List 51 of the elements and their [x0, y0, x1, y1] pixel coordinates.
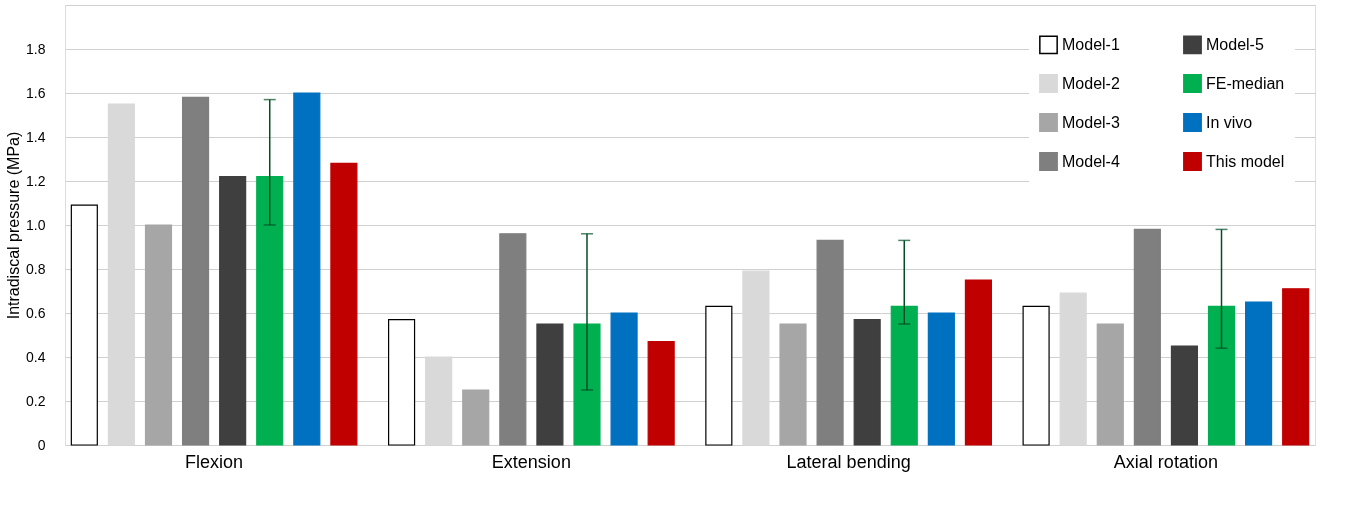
legend-label: This model — [1206, 152, 1285, 170]
y-tick-label: 0 — [37, 436, 46, 453]
bar — [1282, 288, 1310, 446]
legend-label: Model-1 — [1062, 35, 1120, 53]
legend-label: In vivo — [1206, 113, 1253, 131]
bar — [1096, 323, 1124, 446]
bar — [816, 239, 844, 446]
x-tick-label: Extension — [491, 451, 571, 472]
bar — [705, 305, 733, 446]
bar — [927, 312, 955, 446]
bar — [1207, 305, 1236, 446]
legend-label: Model-2 — [1062, 74, 1120, 92]
y-tick-label: 0.6 — [26, 304, 46, 321]
legend-label: FE-median — [1206, 74, 1285, 92]
x-tick-label: Axial rotation — [1113, 451, 1218, 472]
bar — [181, 96, 210, 446]
legend-label: Model-4 — [1062, 152, 1120, 170]
bar — [647, 341, 675, 446]
bar — [256, 176, 284, 446]
y-tick-label: 0.4 — [26, 348, 46, 365]
x-tick-label: Flexion — [185, 451, 244, 472]
bar — [573, 323, 601, 446]
bar — [610, 312, 638, 446]
bar — [293, 92, 321, 446]
bar — [330, 162, 358, 446]
legend-label: Model-5 — [1206, 35, 1264, 53]
bar — [536, 323, 564, 446]
legend-label: Model-3 — [1062, 113, 1120, 131]
y-tick-label: 1.0 — [26, 216, 46, 233]
y-tick-label: 0.2 — [26, 392, 46, 409]
bar — [1133, 228, 1161, 446]
y-tick-label: 0.8 — [26, 260, 46, 277]
bar — [499, 233, 527, 446]
bar — [388, 319, 416, 446]
bar — [219, 176, 247, 446]
bar — [70, 204, 98, 446]
bar — [1170, 345, 1199, 446]
bar — [779, 323, 807, 446]
x-tick-label: Lateral bending — [786, 451, 911, 472]
y-tick-label: 1.2 — [26, 172, 46, 189]
bar — [964, 279, 992, 446]
y-axis-title: Intradiscal pressure (MPa) — [5, 131, 23, 320]
bar — [462, 389, 490, 446]
bar — [1022, 305, 1050, 446]
bar — [1245, 301, 1273, 446]
y-tick-label: 1.8 — [26, 40, 46, 57]
bar — [144, 224, 173, 446]
y-tick-label: 1.6 — [26, 84, 46, 101]
y-tick-label: 1.4 — [26, 128, 46, 145]
bar — [853, 319, 881, 446]
bar — [890, 305, 918, 446]
